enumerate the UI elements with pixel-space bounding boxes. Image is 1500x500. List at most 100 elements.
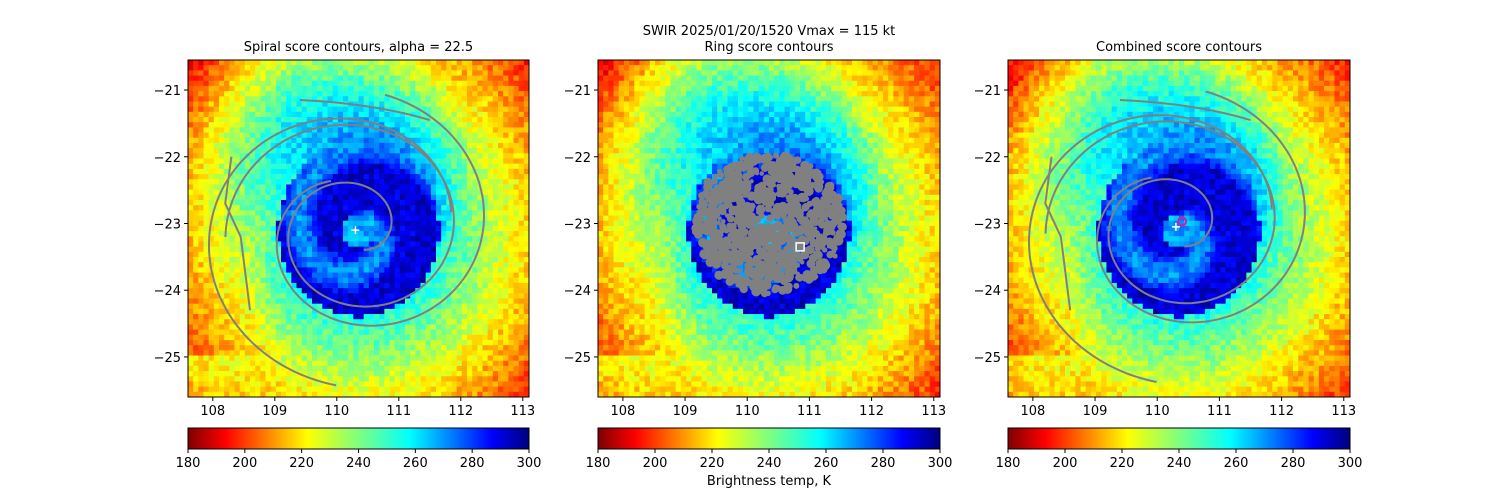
heat-cell: [188, 142, 194, 149]
heat-cell: [456, 148, 463, 154]
heat-cell: [291, 199, 297, 206]
heat-cell: [675, 106, 682, 113]
heat-cell: [446, 158, 452, 165]
heat-cell: [523, 127, 530, 134]
heat-cell: [774, 85, 780, 92]
heat-cell: [317, 293, 323, 299]
heat-cell: [492, 189, 499, 196]
heat-cell: [296, 355, 303, 362]
heat-cell: [219, 267, 225, 274]
heat-cell: [286, 251, 292, 258]
heat-cell: [446, 117, 452, 123]
heat-cell: [446, 210, 452, 217]
heat-cell: [503, 293, 509, 299]
heat-cell: [934, 91, 941, 97]
heat-cell: [203, 319, 210, 325]
heat-cell: [353, 174, 359, 180]
heat-cell: [229, 153, 235, 159]
heat-cell: [492, 184, 499, 191]
heat-cell: [281, 148, 287, 154]
heat-cell: [508, 303, 514, 310]
heat-cell: [826, 80, 832, 87]
heat-cell: [348, 334, 354, 341]
heat-cell: [301, 371, 308, 377]
heat-cell: [888, 91, 894, 97]
heat-cell: [250, 251, 256, 258]
heat-cell: [270, 174, 277, 180]
heat-cell: [213, 391, 220, 398]
heat-cell: [394, 334, 401, 341]
heat-cell: [487, 85, 494, 92]
heat-cell: [399, 350, 406, 357]
heat-cell: [193, 153, 199, 159]
heat-cell: [343, 272, 349, 279]
heat-cell: [513, 179, 520, 185]
heat-cell: [675, 65, 682, 71]
heat-cell: [644, 70, 651, 77]
heat-cell: [296, 298, 303, 305]
heat-cell: [436, 70, 442, 77]
heat-cell: [461, 75, 468, 82]
heat-cell: [492, 205, 499, 211]
heat-cell: [492, 75, 499, 82]
heat-cell: [234, 158, 241, 165]
heat-cell: [456, 355, 463, 362]
heat-cell: [368, 262, 375, 268]
heat-cell: [929, 70, 936, 77]
heat-cell: [451, 241, 458, 248]
heat-cell: [296, 179, 303, 185]
heat-cell: [394, 262, 401, 268]
heat-cell: [343, 376, 349, 382]
heat-cell: [193, 75, 199, 82]
panel-title: Ring score contours: [704, 40, 833, 55]
heat-cell: [498, 350, 504, 357]
heat-cell: [492, 391, 499, 398]
heat-cell: [322, 127, 328, 134]
heat-cell: [348, 308, 354, 315]
heat-cell: [291, 153, 297, 159]
y-tick-label: −23: [154, 217, 181, 232]
x-tick-label: 108: [200, 404, 225, 419]
heat-cell: [430, 381, 437, 388]
heat-cell: [399, 386, 406, 393]
heat-cell: [203, 168, 210, 175]
heat-cell: [306, 205, 313, 211]
heat-cell: [332, 329, 339, 336]
heat-cell: [405, 251, 411, 258]
heat-cell: [296, 132, 303, 139]
heat-cell: [368, 210, 375, 217]
heat-cell: [270, 355, 277, 362]
heat-cell: [343, 148, 349, 154]
heat-cell: [451, 96, 458, 102]
heat-cell: [239, 225, 246, 232]
heat-cell: [198, 350, 204, 357]
heat-cell: [394, 288, 401, 294]
heat-cell: [291, 194, 297, 201]
heat-cell: [425, 132, 432, 139]
heat-cell: [701, 101, 708, 108]
heat-cell: [477, 137, 483, 144]
heat-cell: [244, 142, 251, 149]
heat-cell: [374, 308, 380, 315]
heat-cell: [410, 345, 416, 351]
heat-cell: [208, 241, 215, 248]
heat-cell: [794, 85, 801, 92]
heat-cell: [841, 101, 848, 108]
heat-cell: [810, 96, 817, 102]
heat-cell: [472, 355, 478, 362]
heat-cell: [368, 381, 375, 388]
heat-cell: [456, 70, 463, 77]
heat-cell: [265, 153, 272, 159]
heat-cell: [919, 70, 925, 77]
heat-cell: [224, 360, 230, 367]
heat-cell: [363, 137, 370, 144]
heat-cell: [670, 65, 677, 71]
heat-cell: [903, 96, 910, 102]
heat-cell: [363, 298, 370, 305]
heat-cell: [250, 174, 256, 180]
heat-cell: [441, 371, 447, 377]
heat-cell: [872, 65, 879, 71]
heat-cell: [503, 267, 509, 274]
heat-cell: [456, 345, 463, 351]
heat-cell: [425, 225, 432, 232]
